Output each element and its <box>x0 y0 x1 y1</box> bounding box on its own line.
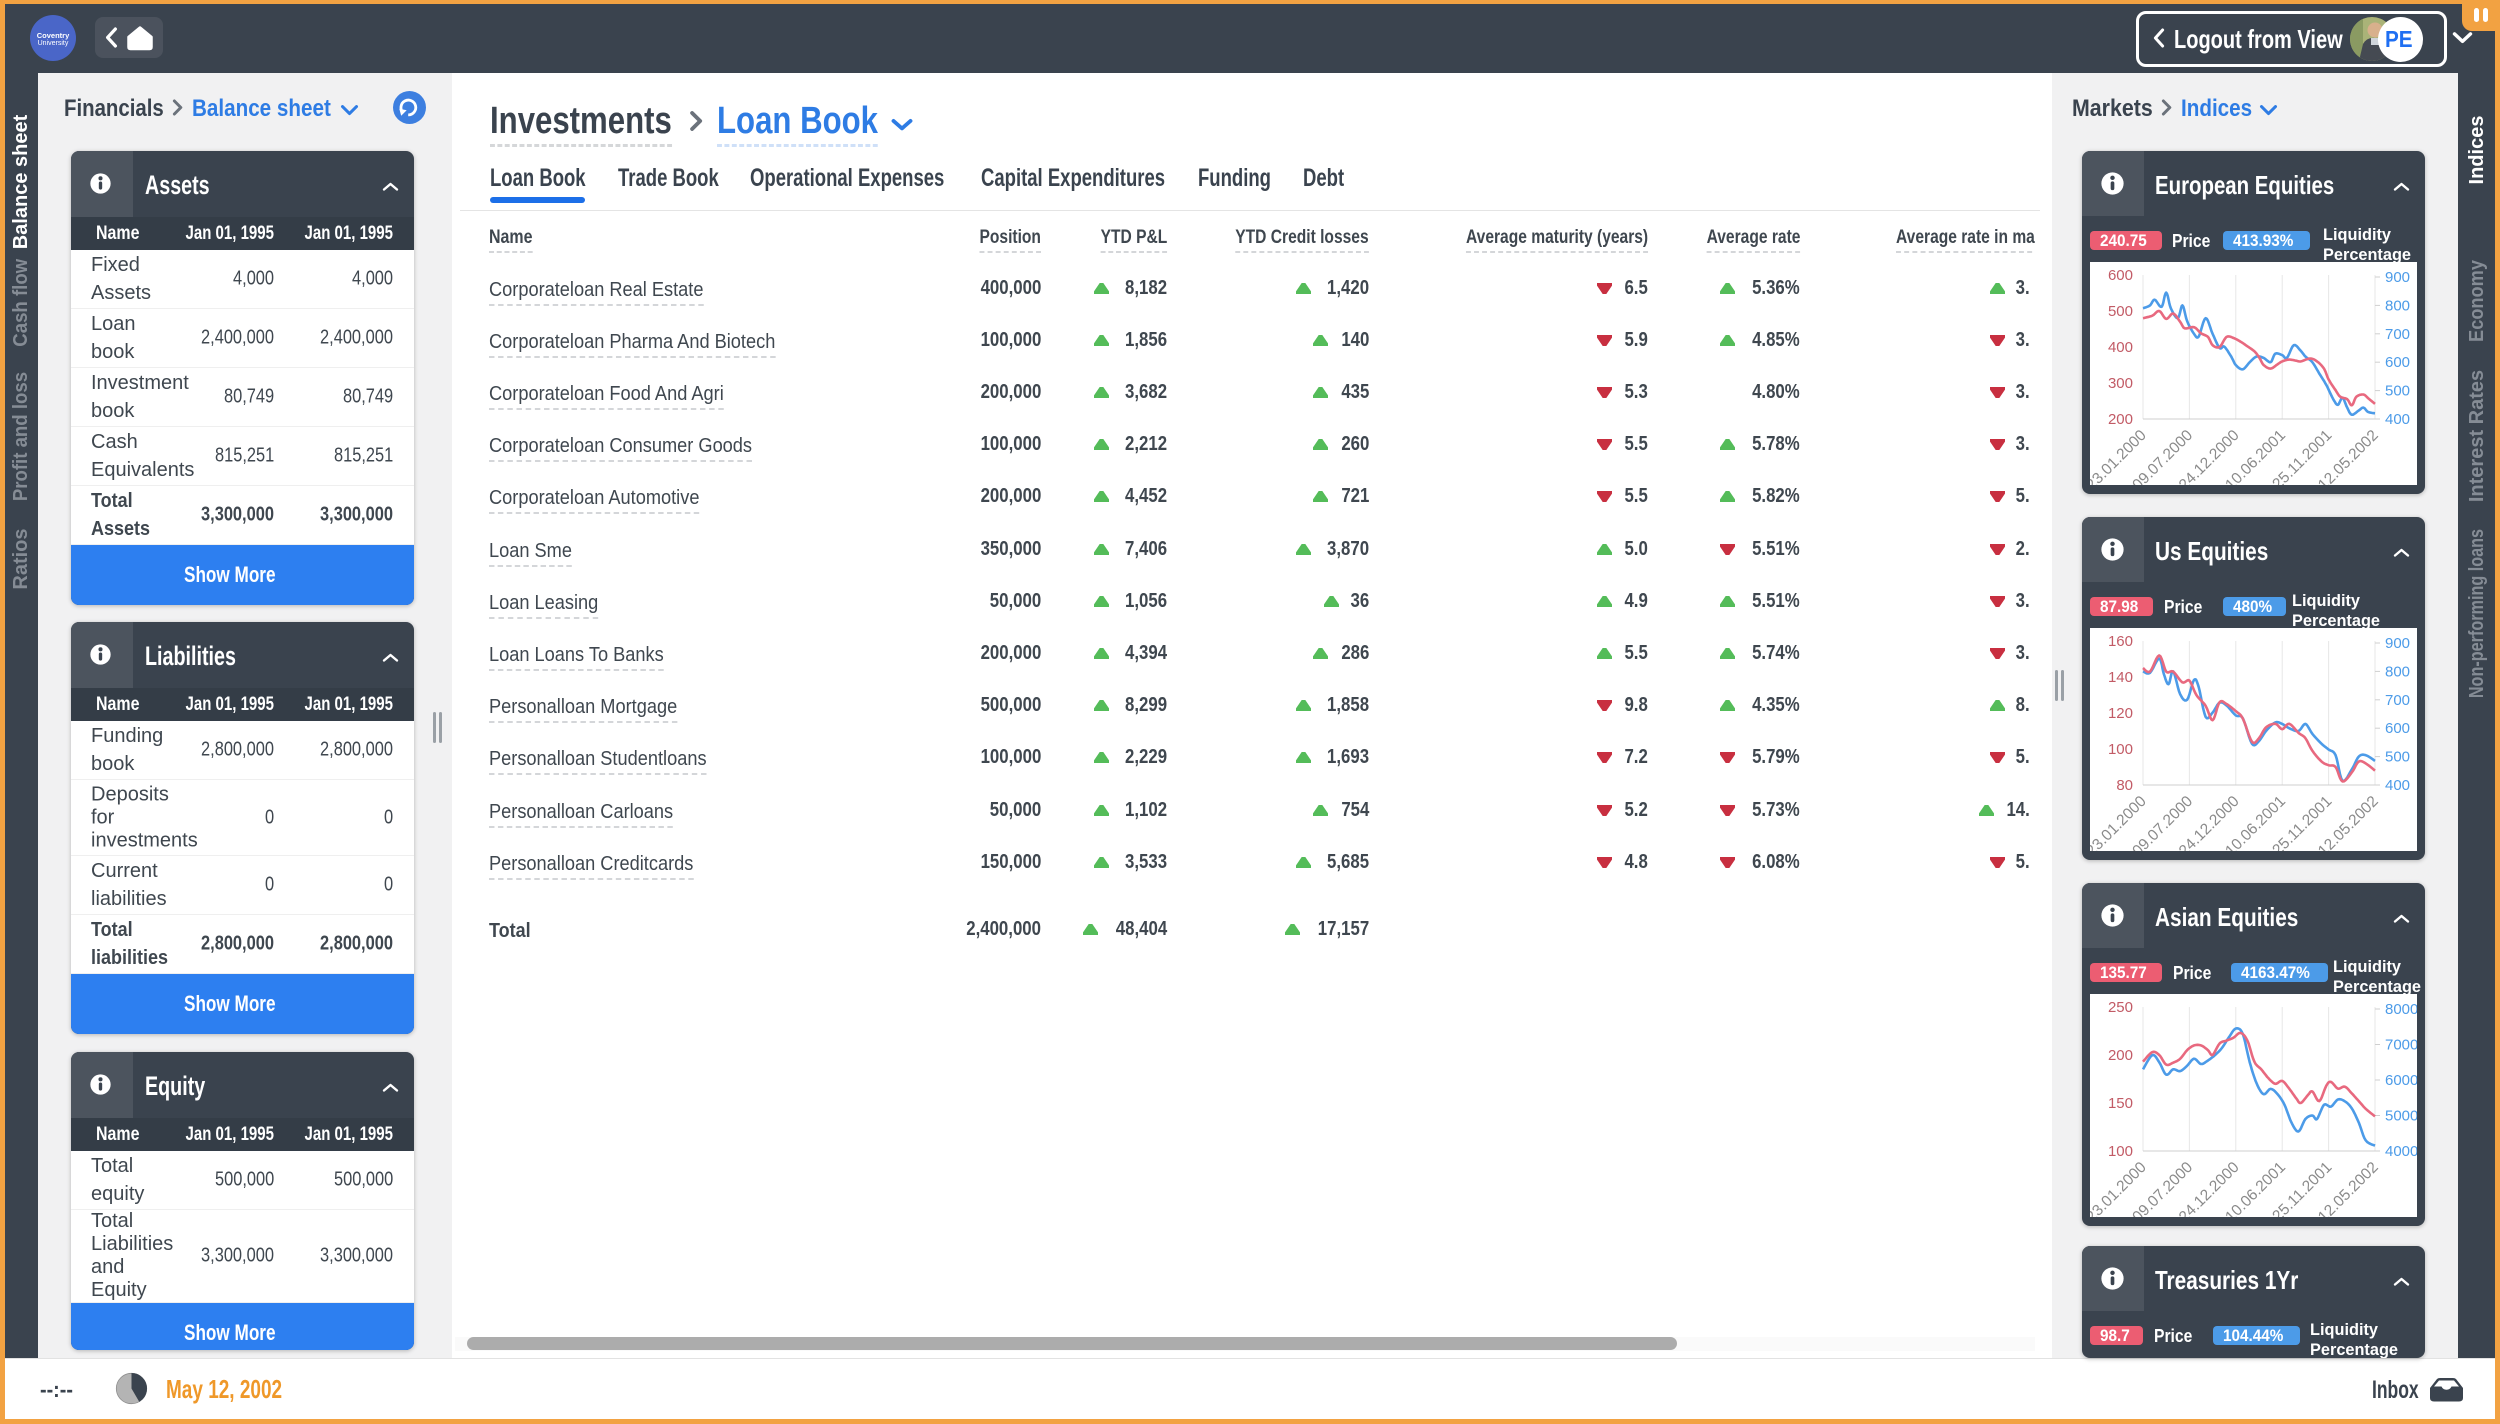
svg-text:250: 250 <box>2108 999 2133 1016</box>
svg-text:200: 200 <box>2108 411 2133 428</box>
svg-text:150: 150 <box>2108 1095 2133 1112</box>
svg-text:400: 400 <box>2108 339 2133 356</box>
svg-text:600: 600 <box>2108 267 2133 284</box>
svg-text:900: 900 <box>2385 635 2410 652</box>
svg-text:800: 800 <box>2385 663 2410 680</box>
svg-text:120: 120 <box>2108 705 2133 722</box>
svg-text:400: 400 <box>2385 777 2410 794</box>
svg-text:140: 140 <box>2108 669 2133 686</box>
svg-text:4000: 4000 <box>2385 1143 2417 1160</box>
svg-text:400: 400 <box>2385 411 2410 428</box>
svg-text:700: 700 <box>2385 326 2410 343</box>
svg-text:5000: 5000 <box>2385 1108 2417 1125</box>
svg-text:500: 500 <box>2385 383 2410 400</box>
svg-text:900: 900 <box>2385 269 2410 286</box>
svg-text:500: 500 <box>2385 749 2410 766</box>
svg-text:600: 600 <box>2385 720 2410 737</box>
svg-text:80: 80 <box>2116 777 2133 794</box>
svg-text:300: 300 <box>2108 375 2133 392</box>
svg-text:100: 100 <box>2108 1143 2133 1160</box>
svg-text:600: 600 <box>2385 354 2410 371</box>
svg-text:8000: 8000 <box>2385 1001 2417 1018</box>
svg-text:200: 200 <box>2108 1047 2133 1064</box>
svg-text:7000: 7000 <box>2385 1037 2417 1054</box>
svg-text:6000: 6000 <box>2385 1072 2417 1089</box>
svg-text:500: 500 <box>2108 303 2133 320</box>
svg-text:800: 800 <box>2385 297 2410 314</box>
svg-text:160: 160 <box>2108 633 2133 650</box>
svg-text:100: 100 <box>2108 741 2133 758</box>
svg-text:700: 700 <box>2385 692 2410 709</box>
